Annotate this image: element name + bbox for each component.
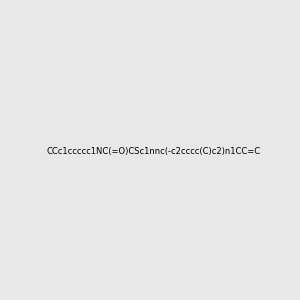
Text: CCc1ccccc1NC(=O)CSc1nnc(-c2cccc(C)c2)n1CC=C: CCc1ccccc1NC(=O)CSc1nnc(-c2cccc(C)c2)n1C… [47, 147, 261, 156]
